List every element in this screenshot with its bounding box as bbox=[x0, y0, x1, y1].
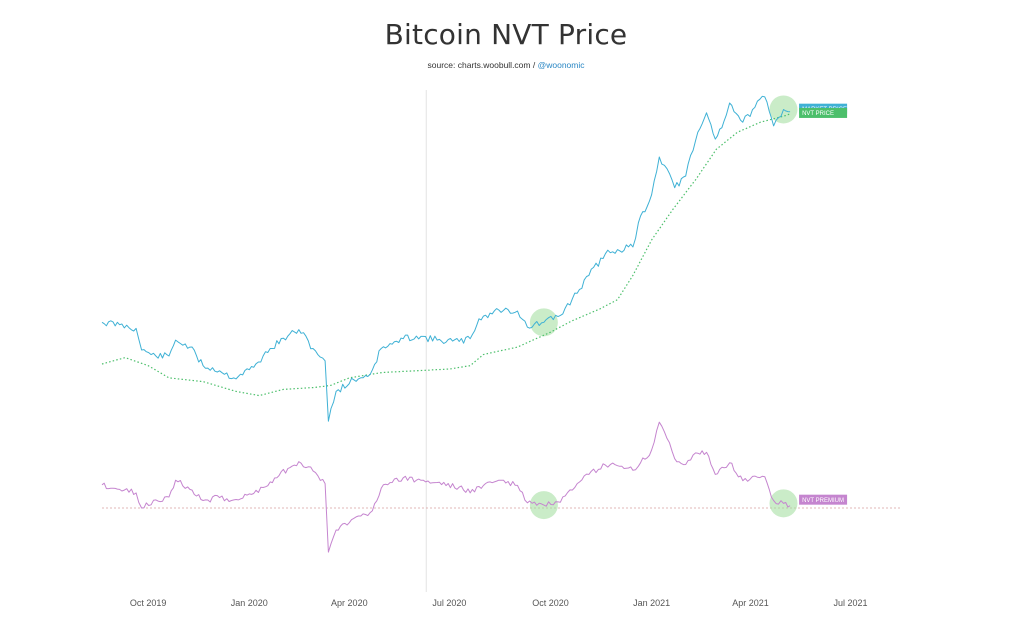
series-line-market-price bbox=[101, 95, 791, 422]
legend-nvt-premium-tag-label: NVT PREMIUM bbox=[802, 498, 844, 504]
x-tick-label-5: Oct 2020 bbox=[532, 598, 569, 608]
x-tick-label-1: Oct 2019 bbox=[130, 598, 167, 608]
x-tick-label-4: Jul 2020 bbox=[432, 598, 466, 608]
series-line-nvt-price bbox=[101, 113, 791, 397]
legend-nvt-price-tag-label: NVT PRICE bbox=[802, 111, 834, 117]
x-tick-label-6: Jan 2021 bbox=[633, 598, 670, 608]
x-tick-label-7: Apr 2021 bbox=[732, 598, 769, 608]
x-tick-label-8: Jul 2021 bbox=[834, 598, 868, 608]
legend-nvt-premium-tag-bg bbox=[799, 494, 848, 505]
legend-nvt-price-tag-bg bbox=[799, 107, 848, 118]
chart-subtitle: source: charts.woobull.com / @woonomic bbox=[0, 60, 1012, 70]
source-text: source: charts.woobull.com / bbox=[427, 60, 536, 70]
x-tick-label-3: Apr 2020 bbox=[331, 598, 368, 608]
series-line-nvt-premium bbox=[101, 421, 791, 553]
author-handle-link[interactable]: @woonomic bbox=[537, 60, 585, 70]
x-tick-label-2: Jan 2020 bbox=[231, 598, 268, 608]
chart-title: Bitcoin NVT Price bbox=[384, 18, 628, 51]
